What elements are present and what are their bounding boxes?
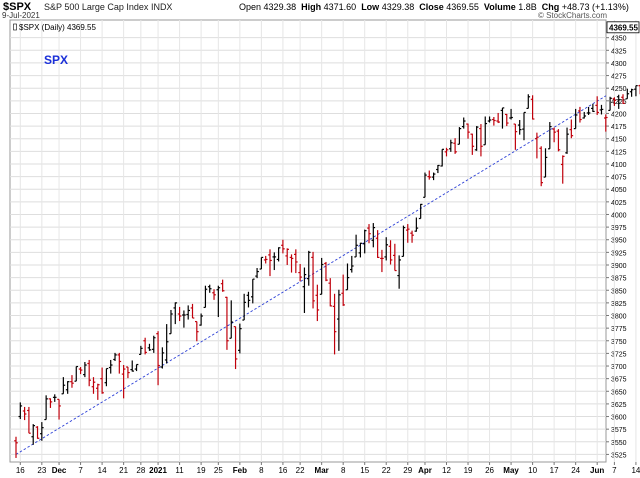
x-tick-label: 15 — [360, 466, 369, 475]
x-tick-label: Mar — [315, 466, 329, 475]
high-label: High — [301, 2, 322, 12]
y-tick-label: 4250 — [611, 86, 627, 93]
x-tick-label: 16 — [16, 466, 25, 475]
y-tick-label: 4000 — [611, 212, 627, 219]
x-tick-label: Apr — [418, 466, 432, 475]
y-tick-label: 3575 — [611, 427, 627, 434]
y-tick-label: 3550 — [611, 440, 627, 447]
y-tick-label: 3525 — [611, 452, 627, 459]
close-value: 4369.55 — [446, 2, 479, 12]
x-tick-label: 8 — [259, 466, 264, 475]
y-tick-label: 3725 — [611, 351, 627, 358]
low-value: 4329.38 — [381, 2, 415, 12]
x-tick-label: Feb — [233, 466, 247, 475]
y-tick-label: 3875 — [611, 276, 627, 283]
y-tick-label: 4050 — [611, 187, 627, 194]
chg-value: +48.73 (+1.13%) — [561, 2, 629, 12]
low-label: Low — [361, 2, 380, 12]
x-tick-label: 16 — [278, 466, 287, 475]
high-value: 4371.60 — [323, 2, 357, 12]
open-value: 4329.38 — [263, 2, 297, 12]
x-tick-label: 17 — [550, 466, 559, 475]
x-tick-label: 22 — [382, 466, 391, 475]
x-tick-label: 23 — [37, 466, 46, 475]
x-tick-label: 29 — [403, 466, 412, 475]
y-tick-label: 4300 — [611, 61, 627, 68]
x-tick-label: 8 — [341, 466, 346, 475]
x-tick-label: 21 — [119, 466, 128, 475]
y-tick-label: 3750 — [611, 339, 627, 346]
y-tick-label: 3675 — [611, 377, 627, 384]
x-tick-label: Dec — [52, 466, 67, 475]
y-tick-label: 3975 — [611, 225, 627, 232]
y-tick-label: 3925 — [611, 250, 627, 257]
chart-date: 9-Jul-2021 — [2, 11, 40, 20]
ohlc-summary: Open 4329.38 High 4371.60 Low 4329.38 Cl… — [239, 2, 629, 12]
x-tick-label: 11 — [175, 466, 184, 475]
x-tick-label: 24 — [571, 466, 580, 475]
x-tick-label: 28 — [136, 466, 145, 475]
x-tick-label: 12 — [442, 466, 451, 475]
y-tick-label: 4200 — [611, 111, 627, 118]
x-tick-label: 7 — [612, 466, 617, 475]
x-tick-label: 14 — [631, 466, 640, 475]
y-tick-label: 3825 — [611, 301, 627, 308]
x-tick-label: 25 — [214, 466, 223, 475]
x-tick-label: 10 — [528, 466, 537, 475]
exchange-label: INDX — [150, 2, 173, 12]
x-tick-label: May — [503, 466, 519, 475]
y-tick-label: 3625 — [611, 402, 627, 409]
plot-area — [9, 19, 607, 463]
y-tick-label: 4150 — [611, 137, 627, 144]
close-label: Close — [419, 2, 444, 12]
y-tick-label: 3800 — [611, 314, 627, 321]
x-tick-label: 19 — [464, 466, 473, 475]
last-price-label: 4369.55 — [609, 23, 638, 32]
y-tick-label: 4275 — [611, 74, 627, 81]
y-tick-label: 3700 — [611, 364, 627, 371]
y-tick-label: 3900 — [611, 263, 627, 270]
index-name-text: S&P 500 Large Cap Index — [44, 2, 149, 12]
x-tick-label: 7 — [78, 466, 83, 475]
y-tick-label: 3775 — [611, 326, 627, 333]
brand-credit: © StockCharts.com — [537, 11, 607, 20]
y-tick-label: 4175 — [611, 124, 627, 131]
open-label: Open — [239, 2, 262, 12]
chart-subheader: 9-Jul-2021 © StockCharts.com — [0, 11, 640, 22]
y-tick-label: 3850 — [611, 288, 627, 295]
x-tick-label: 22 — [296, 466, 305, 475]
chart-header: $SPX S&P 500 Large Cap Index INDX Open 4… — [0, 1, 640, 13]
last-price-box — [606, 21, 640, 34]
chg-label: Chg — [541, 2, 560, 12]
x-tick-label: 2021 — [149, 466, 167, 475]
x-tick-label: 26 — [485, 466, 494, 475]
y-tick-label: 3650 — [611, 389, 627, 396]
x-tick-label: 19 — [197, 466, 206, 475]
y-tick-label: 4125 — [611, 149, 627, 156]
x-tick-label: Jun — [590, 466, 604, 475]
symbol-label: $SPX — [3, 1, 32, 13]
legend-swatch — [13, 23, 17, 31]
volume-value: 1.8B — [518, 2, 537, 12]
x-tick-label: 14 — [98, 466, 107, 475]
index-name: S&P 500 Large Cap Index INDX — [44, 2, 172, 12]
y-tick-label: 3600 — [611, 415, 627, 422]
y-tick-label: 4025 — [611, 200, 627, 207]
y-tick-label: 4350 — [611, 36, 627, 43]
y-tick-label: 4100 — [611, 162, 627, 169]
legend-label: $SPX (Daily) 4369.55 — [19, 23, 96, 32]
y-tick-label: 4075 — [611, 175, 627, 182]
symbol-watermark: SPX — [44, 53, 68, 67]
y-tick-label: 3950 — [611, 238, 627, 245]
volume-label: Volume — [483, 2, 516, 12]
y-tick-label: 4325 — [611, 48, 627, 55]
